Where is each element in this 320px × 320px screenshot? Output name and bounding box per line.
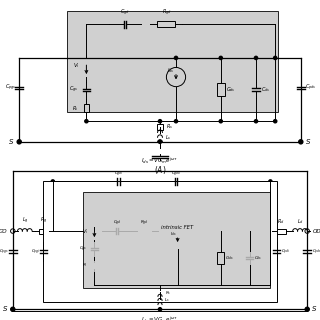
Circle shape bbox=[254, 56, 258, 60]
Circle shape bbox=[158, 120, 162, 123]
Circle shape bbox=[248, 229, 251, 233]
Circle shape bbox=[306, 308, 309, 311]
Circle shape bbox=[17, 140, 21, 144]
Text: $I_{ds}=VG_me^{j\omega\tau}$: $I_{ds}=VG_me^{j\omega\tau}$ bbox=[141, 155, 179, 165]
Text: $R_i$: $R_i$ bbox=[82, 262, 87, 269]
Text: $C_{pgs}$: $C_{pgs}$ bbox=[4, 83, 16, 93]
Circle shape bbox=[176, 229, 179, 233]
Text: $C_{gdo}$: $C_{gdo}$ bbox=[171, 169, 181, 178]
Circle shape bbox=[18, 140, 21, 143]
Circle shape bbox=[11, 308, 14, 311]
Text: $(A)$: $(A)$ bbox=[154, 164, 166, 176]
Circle shape bbox=[174, 120, 178, 123]
Circle shape bbox=[219, 284, 222, 287]
Circle shape bbox=[219, 120, 222, 123]
Circle shape bbox=[11, 229, 15, 233]
Circle shape bbox=[269, 229, 272, 233]
Text: $V_i$: $V_i$ bbox=[73, 61, 79, 70]
Text: S: S bbox=[312, 306, 316, 312]
Bar bbox=[157, 124, 163, 130]
Text: $C_{ds}$: $C_{ds}$ bbox=[254, 254, 262, 262]
Bar bbox=[67, 11, 278, 112]
Text: $R_i$: $R_i$ bbox=[72, 104, 78, 113]
Circle shape bbox=[274, 56, 277, 60]
Bar bbox=[43, 181, 277, 302]
Text: OD: OD bbox=[313, 228, 320, 234]
Circle shape bbox=[176, 284, 179, 287]
Bar bbox=[13, 171, 307, 311]
Text: $I_{ds}=VG_me^{j\omega\tau}$: $I_{ds}=VG_me^{j\omega\tau}$ bbox=[141, 315, 179, 320]
Circle shape bbox=[269, 180, 272, 183]
Text: S: S bbox=[9, 139, 13, 145]
Text: $R_g$: $R_g$ bbox=[40, 216, 48, 226]
Circle shape bbox=[158, 140, 162, 143]
Text: S: S bbox=[3, 306, 7, 312]
Text: $C_{gs}$: $C_{gs}$ bbox=[69, 85, 78, 95]
Text: $C_{gd}$: $C_{gd}$ bbox=[120, 8, 130, 18]
Text: $L_d$: $L_d$ bbox=[297, 217, 304, 226]
Text: GO: GO bbox=[0, 228, 7, 234]
Text: $G_{ds}$: $G_{ds}$ bbox=[226, 85, 235, 94]
Text: $C_{gs}$: $C_{gs}$ bbox=[79, 244, 87, 253]
Text: $L_s$: $L_s$ bbox=[164, 297, 170, 304]
Circle shape bbox=[51, 229, 54, 233]
Text: $C_{gdi}$: $C_{gdi}$ bbox=[114, 169, 123, 178]
Circle shape bbox=[219, 56, 222, 60]
Circle shape bbox=[305, 307, 309, 312]
Circle shape bbox=[219, 229, 222, 233]
Text: $C_{pdi}$: $C_{pdi}$ bbox=[281, 247, 291, 256]
Text: S: S bbox=[306, 139, 310, 145]
Text: $I_{ds}$: $I_{ds}$ bbox=[170, 231, 176, 238]
Bar bbox=[84, 104, 89, 112]
Bar bbox=[39, 228, 49, 234]
Text: intrinsic FET: intrinsic FET bbox=[162, 225, 194, 230]
Text: $C_{pgi}$: $C_{pgi}$ bbox=[30, 247, 40, 256]
Bar bbox=[83, 192, 270, 288]
Text: $G_{ds}$: $G_{ds}$ bbox=[225, 254, 234, 262]
Circle shape bbox=[254, 120, 258, 123]
Circle shape bbox=[299, 140, 303, 144]
Circle shape bbox=[11, 307, 15, 312]
Text: $L_s$: $L_s$ bbox=[165, 133, 171, 142]
Circle shape bbox=[85, 120, 88, 123]
Text: $C_{gd}$: $C_{gd}$ bbox=[113, 218, 121, 227]
Circle shape bbox=[158, 308, 162, 311]
Text: $C_{pgs}$: $C_{pgs}$ bbox=[0, 247, 9, 256]
Text: $C_{ds}$: $C_{ds}$ bbox=[261, 85, 270, 94]
Circle shape bbox=[93, 284, 96, 287]
Bar bbox=[92, 262, 97, 269]
Text: $L_g$: $L_g$ bbox=[21, 216, 28, 226]
Bar bbox=[157, 21, 175, 27]
Bar bbox=[157, 290, 163, 296]
Bar bbox=[217, 83, 225, 96]
Text: $R_{gd}$: $R_{gd}$ bbox=[162, 8, 171, 18]
Circle shape bbox=[174, 56, 178, 60]
Circle shape bbox=[274, 120, 277, 123]
Bar bbox=[217, 252, 224, 264]
Text: $R_{gd}$: $R_{gd}$ bbox=[140, 218, 149, 227]
Text: $V_i$: $V_i$ bbox=[82, 227, 89, 236]
Text: $I_{ds}$: $I_{ds}$ bbox=[167, 67, 174, 76]
Bar bbox=[276, 228, 286, 234]
Text: $R_s$: $R_s$ bbox=[165, 290, 172, 297]
Circle shape bbox=[305, 229, 309, 233]
Text: $C_{pds}$: $C_{pds}$ bbox=[312, 247, 320, 256]
Text: $R_d$: $R_d$ bbox=[277, 217, 284, 226]
Bar bbox=[137, 229, 152, 234]
Text: $R_s$: $R_s$ bbox=[166, 123, 173, 132]
Circle shape bbox=[51, 180, 54, 183]
Circle shape bbox=[248, 284, 251, 287]
Circle shape bbox=[299, 140, 302, 143]
Circle shape bbox=[158, 284, 162, 287]
Circle shape bbox=[269, 284, 272, 287]
Text: $C_{pds}$: $C_{pds}$ bbox=[305, 83, 317, 93]
